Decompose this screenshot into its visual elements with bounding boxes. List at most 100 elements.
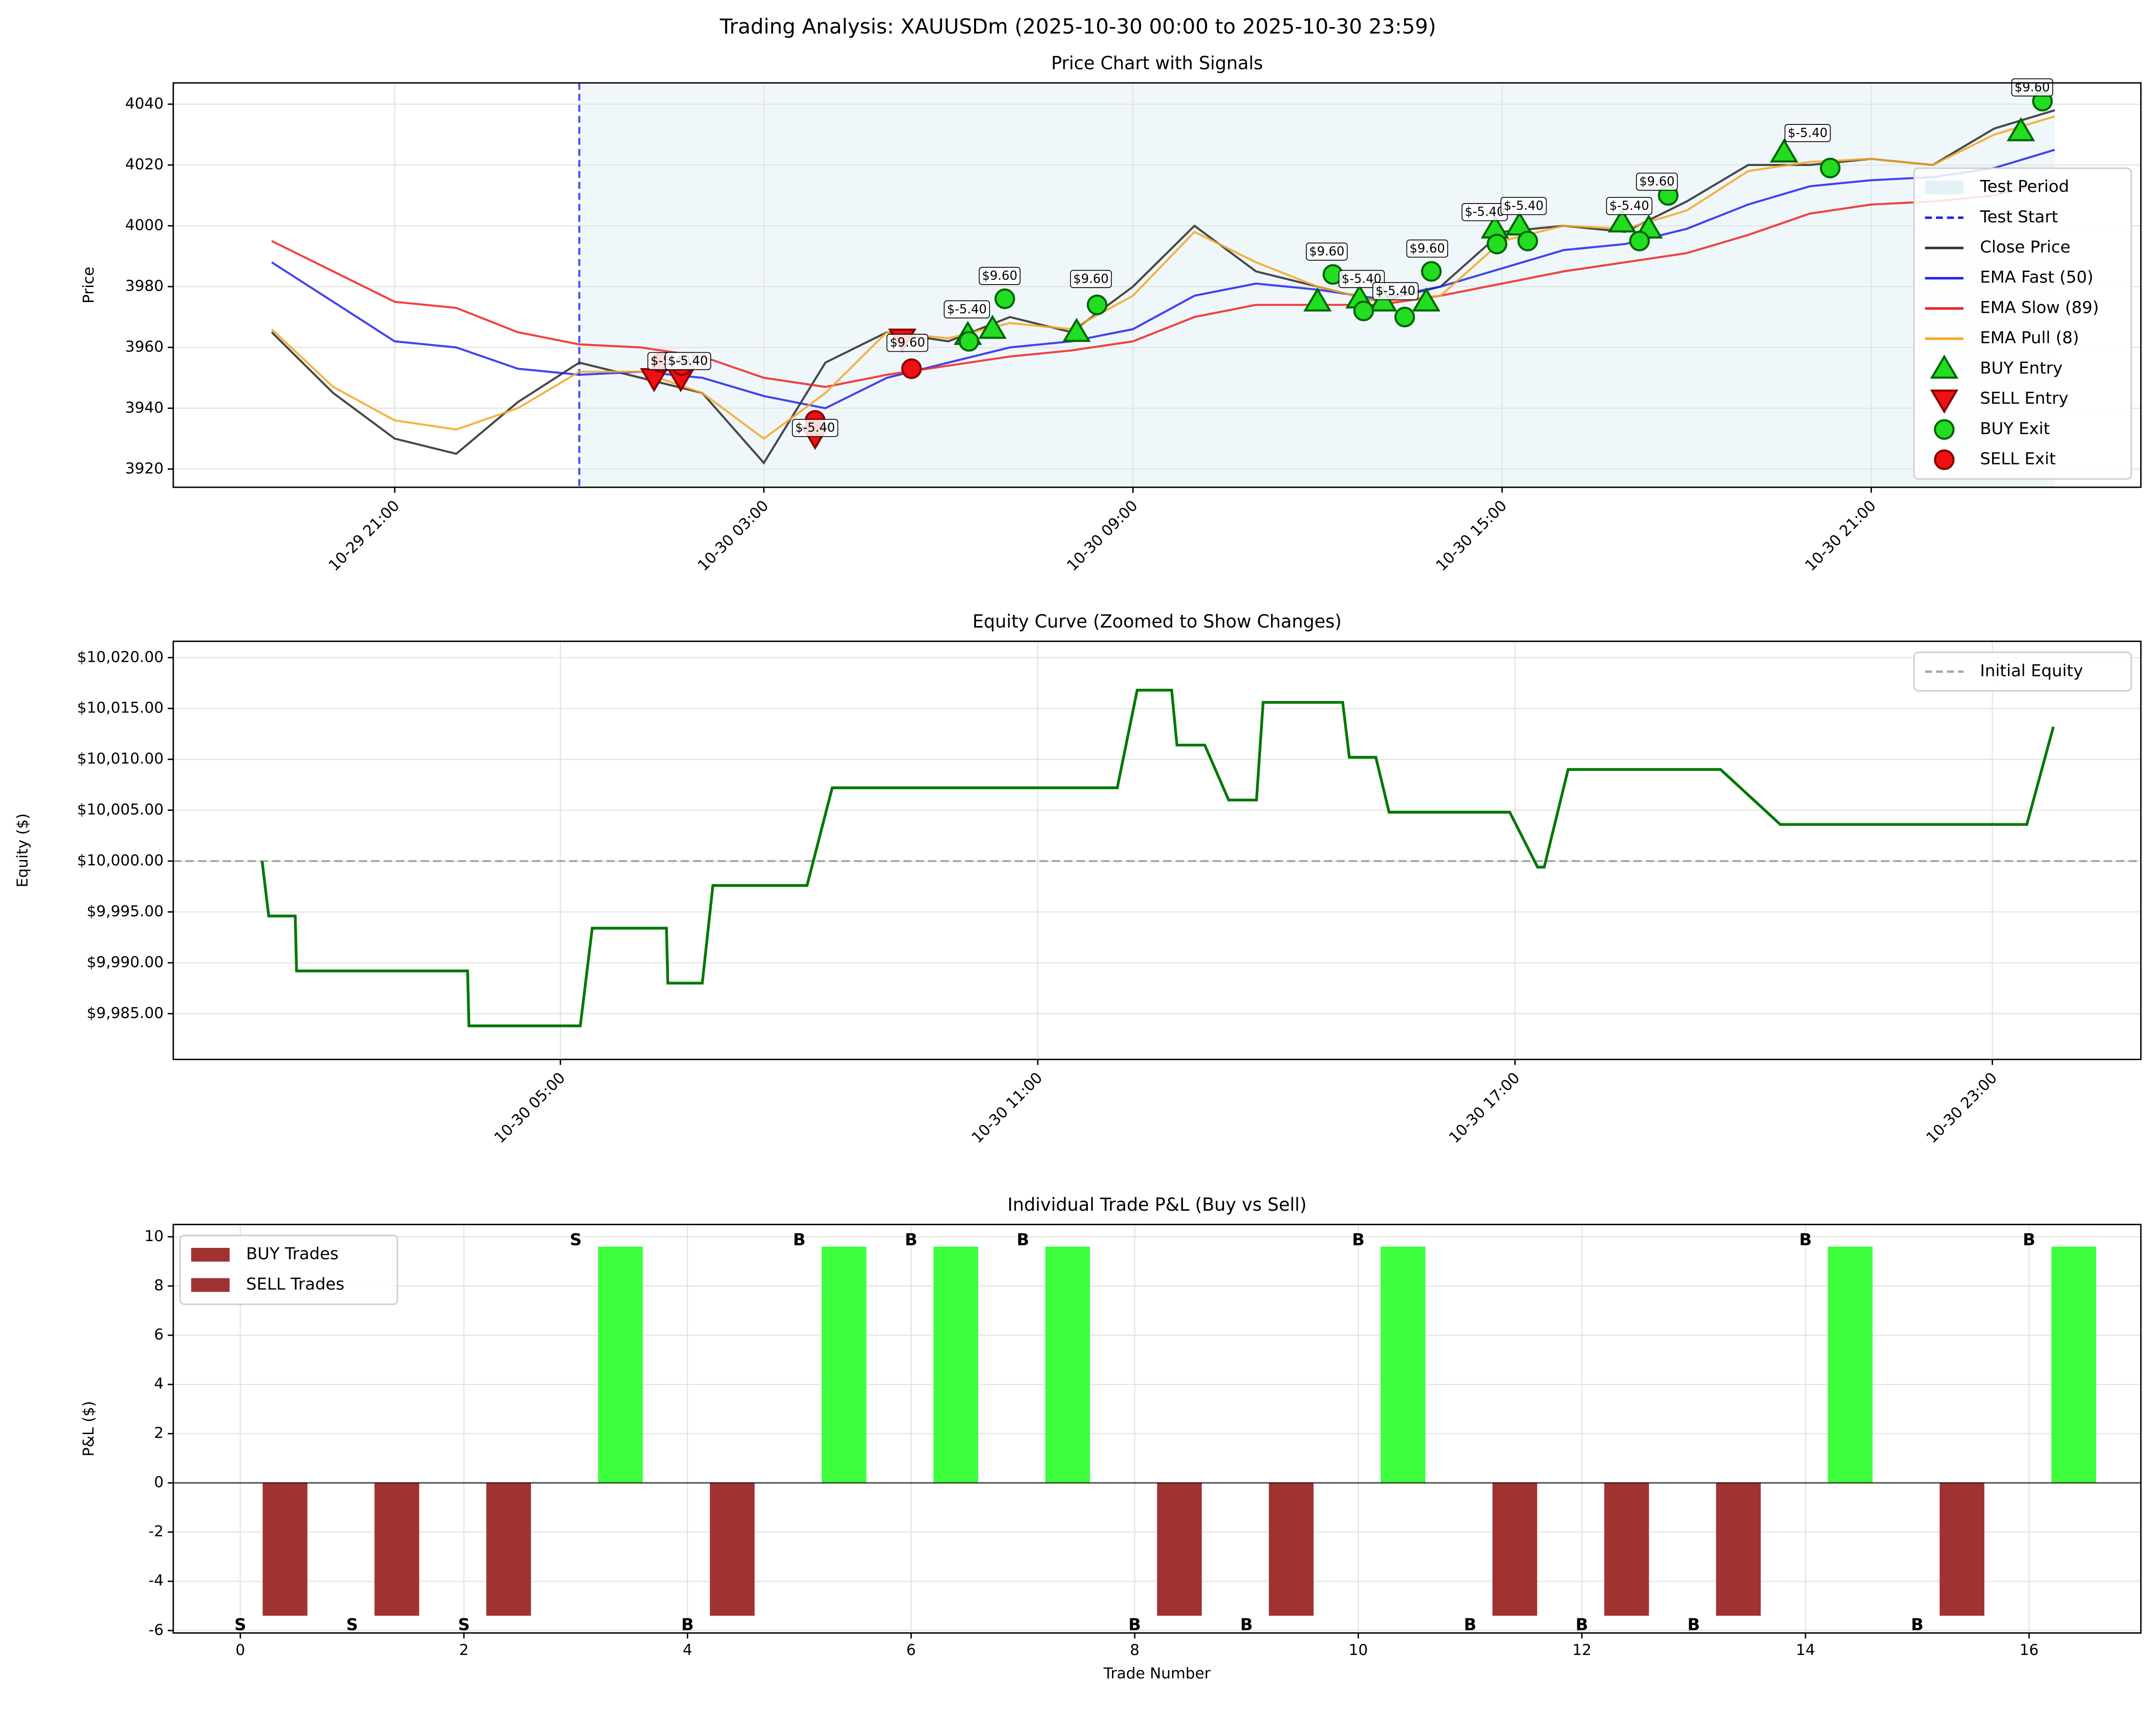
bar <box>262 1483 308 1616</box>
side-label: B <box>2023 1230 2035 1250</box>
plot-frame <box>172 82 2142 488</box>
bar <box>1269 1483 1314 1616</box>
trade-label-box <box>978 267 1021 285</box>
bar <box>1716 1483 1761 1616</box>
legend-label: BUY Trades <box>246 1244 339 1264</box>
signal-marker <box>1486 233 1507 255</box>
trade-label-box <box>1070 270 1112 288</box>
y-tick-label: 10 <box>144 1228 163 1245</box>
y-tick-label: 8 <box>154 1277 163 1294</box>
x-axis-label: Trade Number <box>1103 1665 1211 1682</box>
trade-label: $9.60 <box>1639 175 1674 189</box>
bar <box>486 1483 531 1616</box>
legend-label: EMA Pull (8) <box>1980 328 2079 348</box>
side-label: B <box>681 1615 694 1635</box>
side-label: B <box>1240 1615 1253 1635</box>
legend-marker <box>1934 449 1955 470</box>
trade-label-box <box>1636 172 1678 191</box>
legend-label: Test Start <box>1980 207 2058 227</box>
legend-label: Initial Equity <box>1980 661 2083 681</box>
bar <box>1604 1483 1649 1616</box>
side-label: B <box>1799 1230 1812 1250</box>
side-label: S <box>458 1615 470 1635</box>
signal-marker <box>901 358 922 379</box>
signal-marker <box>994 288 1016 309</box>
signal-marker <box>1608 208 1637 232</box>
y-tick-label: 4 <box>154 1375 163 1393</box>
signal-marker <box>1394 306 1415 328</box>
bar <box>821 1246 867 1483</box>
bar <box>2051 1246 2096 1483</box>
legend-label: Test Period <box>1980 177 2069 196</box>
signal-marker <box>1412 287 1441 312</box>
trade-label: $-5.40 <box>1464 205 1505 219</box>
side-label: B <box>905 1230 917 1250</box>
trade-label-box <box>1406 239 1449 258</box>
line-series <box>271 109 2055 465</box>
y-tick-label: $9,995.00 <box>87 903 164 920</box>
y-tick-label: $10,015.00 <box>77 699 164 717</box>
y-tick-label: 6 <box>154 1326 163 1343</box>
figure-title: Trading Analysis: XAUUSDm (2025-10-30 00… <box>719 14 1436 39</box>
legend-label: EMA Fast (50) <box>1980 268 2093 287</box>
bar <box>1828 1246 1873 1483</box>
bar <box>710 1483 755 1616</box>
trade-label-box <box>1306 242 1348 261</box>
side-label: S <box>570 1230 582 1250</box>
trade-label-box <box>664 352 711 370</box>
trade-label: $9.60 <box>1073 272 1109 286</box>
side-label: S <box>346 1615 358 1635</box>
plot-area <box>173 641 2141 1060</box>
legend-swatch <box>191 1278 230 1292</box>
signal-marker <box>1505 211 1534 236</box>
trade-label: $9.60 <box>1410 241 1445 256</box>
side-label: B <box>1687 1615 1700 1635</box>
side-label: B <box>1911 1615 1924 1635</box>
y-tick-label: $10,005.00 <box>77 801 164 819</box>
trade-label-box <box>1784 124 1831 142</box>
y-tick-label: 0 <box>154 1474 163 1491</box>
legend-label: EMA Slow (89) <box>1980 298 2099 317</box>
y-tick-label: $10,000.00 <box>77 852 164 869</box>
y-tick-label: $10,020.00 <box>77 648 164 666</box>
trade-label-box <box>1500 197 1547 215</box>
bar <box>1381 1246 1425 1483</box>
legend-label: Close Price <box>1980 238 2070 257</box>
side-label: B <box>1017 1230 1029 1250</box>
x-tick-label: 12 <box>1572 1641 1591 1659</box>
x-tick-label: 16 <box>2020 1641 2039 1659</box>
bar <box>933 1246 978 1483</box>
bar <box>1492 1483 1537 1616</box>
bar <box>1939 1483 1985 1616</box>
signal-marker <box>958 331 979 352</box>
chart-title: Price Chart with Signals <box>1051 53 1263 73</box>
legend-marker <box>1930 355 1959 379</box>
x-tick-label: 6 <box>906 1641 916 1659</box>
bar <box>1045 1246 1090 1483</box>
trade-label-box <box>944 300 990 319</box>
trade-label-box <box>1372 282 1419 301</box>
y-tick-label: 2 <box>154 1424 163 1442</box>
y-tick-label: $9,990.00 <box>87 954 164 971</box>
trade-label: $-5.40 <box>1375 284 1415 299</box>
legend-swatch <box>1925 180 1964 194</box>
bar <box>1157 1483 1202 1616</box>
trade-label-box <box>1606 197 1653 215</box>
legend-label: BUY Entry <box>1980 358 2062 378</box>
y-tick-label: 4000 <box>125 217 164 234</box>
chart-title: Individual Trade P&L (Buy vs Sell) <box>1007 1194 1306 1215</box>
chart-title: Equity Curve (Zoomed to Show Changes) <box>973 611 1342 632</box>
x-tick-label: 14 <box>1796 1641 1815 1659</box>
trade-label: $9.60 <box>1309 245 1344 259</box>
line-series <box>271 115 2055 440</box>
plot-area <box>173 1224 2141 1633</box>
trade-label-box <box>792 419 839 437</box>
side-label: B <box>1128 1615 1141 1635</box>
side-label: B <box>1352 1230 1365 1250</box>
y-tick-label: $9,985.00 <box>87 1004 164 1022</box>
trade-label: $9.60 <box>982 269 1017 283</box>
line-series <box>271 179 2055 388</box>
side-label: B <box>793 1230 806 1250</box>
legend-label: BUY Exit <box>1980 419 2050 438</box>
